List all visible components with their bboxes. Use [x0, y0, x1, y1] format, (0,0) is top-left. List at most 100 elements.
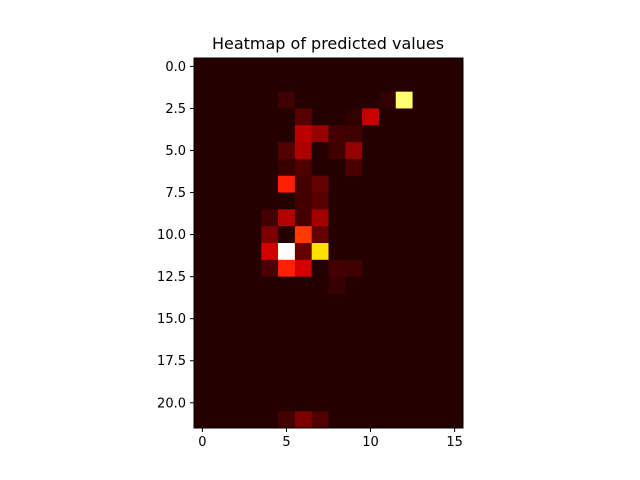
heatmap-cell-r7-c6 [294, 175, 313, 194]
heatmap-cell-r5-c5 [278, 142, 296, 160]
heatmap-cell-r5-c0 [194, 142, 212, 160]
heatmap-cell-r12-c4 [261, 259, 279, 278]
heatmap-cell-r20-c2 [227, 394, 245, 412]
heatmap-cell-r16-c14 [429, 327, 447, 345]
heatmap-cell-r17-c9 [345, 343, 363, 362]
heatmap-cell-r21-c6 [294, 411, 313, 429]
chart-title: Heatmap of predicted values [212, 34, 444, 53]
heatmap-cell-r9-c7 [311, 209, 329, 227]
heatmap-cell-r1-c5 [278, 74, 296, 93]
heatmap-cell-r18-c8 [328, 360, 346, 379]
heatmap-cell-r0-c14 [429, 58, 447, 76]
heatmap-cell-r1-c3 [244, 74, 262, 93]
heatmap-cell-r17-c2 [227, 343, 245, 362]
heatmap-cell-r19-c14 [429, 377, 447, 395]
heatmap-cell-r4-c3 [244, 125, 262, 143]
heatmap-cell-r1-c15 [446, 74, 464, 93]
heatmap-cell-r19-c7 [311, 377, 329, 395]
heatmap-cell-r12-c7 [311, 259, 329, 278]
y-tick-label: 7.5 [165, 186, 186, 201]
heatmap-cell-r7-c7 [311, 175, 329, 194]
heatmap-cell-r18-c10 [362, 360, 380, 379]
heatmap-cell-r0-c6 [294, 58, 313, 76]
heatmap-cell-r10-c0 [194, 226, 212, 244]
heatmap-cell-r10-c9 [345, 226, 363, 244]
heatmap-cell-r7-c8 [328, 175, 346, 194]
heatmap-cell-r20-c15 [446, 394, 464, 412]
heatmap-cell-r16-c0 [194, 327, 212, 345]
heatmap-cell-r14-c10 [362, 293, 380, 311]
heatmap-cell-r16-c10 [362, 327, 380, 345]
heatmap-cell-r3-c3 [244, 108, 262, 126]
y-tick-label: 2.5 [165, 102, 186, 117]
heatmap-cell-r18-c0 [194, 360, 212, 379]
heatmap-cell-r4-c15 [446, 125, 464, 143]
heatmap-cell-r14-c15 [446, 293, 464, 311]
heatmap-cell-r4-c7 [311, 125, 329, 143]
heatmap-cell-r18-c11 [378, 360, 397, 379]
plot-frame [193, 57, 464, 429]
heatmap-cell-r0-c10 [362, 58, 380, 76]
heatmap-cell-r11-c9 [345, 243, 363, 261]
heatmap-cell-r7-c4 [261, 175, 279, 194]
heatmap-cell-r19-c15 [446, 377, 464, 395]
heatmap-cell-r15-c2 [227, 310, 245, 328]
heatmap-cell-r9-c3 [244, 209, 262, 227]
heatmap-cell-r2-c7 [311, 91, 329, 109]
heatmap-cell-r13-c8 [328, 276, 346, 294]
heatmap-cell-r9-c11 [378, 209, 397, 227]
heatmap-cell-r3-c4 [261, 108, 279, 126]
heatmap-cell-r0-c4 [261, 58, 279, 76]
heatmap-cell-r0-c2 [227, 58, 245, 76]
y-tick-label: 5.0 [165, 144, 186, 159]
heatmap-cell-r15-c5 [278, 310, 296, 328]
heatmap-cell-r4-c10 [362, 125, 380, 143]
heatmap-cell-r16-c5 [278, 327, 296, 345]
heatmap-cell-r17-c11 [378, 343, 397, 362]
heatmap-cell-r11-c11 [378, 243, 397, 261]
heatmap-cell-r5-c7 [311, 142, 329, 160]
heatmap-cell-r20-c5 [278, 394, 296, 412]
heatmap-cell-r11-c10 [362, 243, 380, 261]
heatmap-cell-r6-c6 [294, 158, 313, 177]
heatmap-cell-r17-c14 [429, 343, 447, 362]
heatmap-cell-r21-c4 [261, 411, 279, 429]
heatmap-cell-r2-c14 [429, 91, 447, 109]
heatmap-cell-r10-c11 [378, 226, 397, 244]
heatmap-cell-r19-c0 [194, 377, 212, 395]
heatmap-cell-r15-c7 [311, 310, 329, 328]
heatmap-cell-r12-c12 [395, 259, 414, 278]
heatmap-cell-r17-c4 [261, 343, 279, 362]
heatmap-cell-r14-c2 [227, 293, 245, 311]
heatmap-cell-r4-c5 [278, 125, 296, 143]
heatmap-cell-r2-c5 [278, 91, 296, 109]
heatmap-cell-r1-c4 [261, 74, 279, 93]
heatmap-cell-r15-c14 [429, 310, 447, 328]
heatmap-cell-r8-c9 [345, 192, 363, 210]
heatmap-cell-r12-c1 [210, 259, 229, 278]
y-tick-label: 10.0 [157, 228, 186, 243]
heatmap-cell-r10-c5 [278, 226, 296, 244]
heatmap-cell-r11-c15 [446, 243, 464, 261]
heatmap-cell-r2-c2 [227, 91, 245, 109]
heatmap-cell-r15-c10 [362, 310, 380, 328]
heatmap-cell-r8-c6 [294, 192, 313, 210]
heatmap-cell-r6-c7 [311, 158, 329, 177]
heatmap-cell-r16-c13 [412, 327, 430, 345]
heatmap-cell-r9-c12 [395, 209, 414, 227]
heatmap-cell-r15-c1 [210, 310, 229, 328]
heatmap-cell-r6-c14 [429, 158, 447, 177]
heatmap-cell-r16-c8 [328, 327, 346, 345]
heatmap-cell-r6-c8 [328, 158, 346, 177]
heatmap-cell-r5-c9 [345, 142, 363, 160]
heatmap-cell-r16-c3 [244, 327, 262, 345]
heatmap-cell-r14-c0 [194, 293, 212, 311]
heatmap-cell-r3-c7 [311, 108, 329, 126]
heatmap-cell-r17-c8 [328, 343, 346, 362]
heatmap-cell-r4-c14 [429, 125, 447, 143]
y-tick-label: 17.5 [157, 354, 186, 369]
heatmap-cell-r5-c1 [210, 142, 229, 160]
heatmap-cell-r2-c4 [261, 91, 279, 109]
heatmap-cell-r8-c3 [244, 192, 262, 210]
heatmap-cell-r1-c8 [328, 74, 346, 93]
